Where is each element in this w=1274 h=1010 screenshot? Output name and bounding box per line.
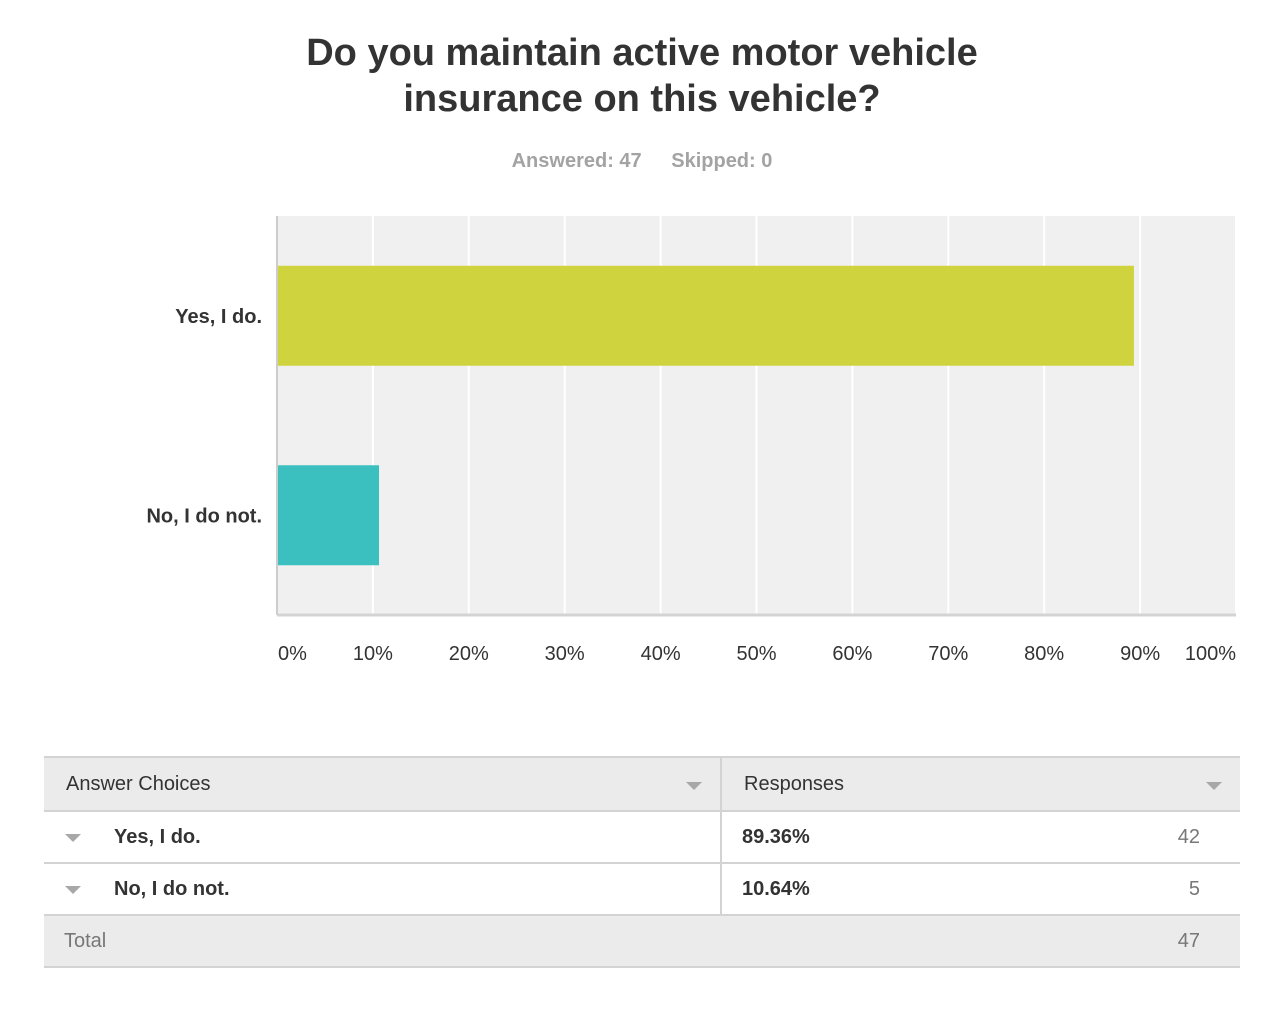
x-tick-label: 80% <box>1024 643 1064 665</box>
skipped-count: Skipped: 0 <box>671 150 773 172</box>
x-tick-label: 50% <box>736 643 776 665</box>
table-total-row: Total 47 <box>44 916 1240 968</box>
category-label: Yes, I do. <box>175 306 262 328</box>
total-label: Total <box>64 929 107 952</box>
responses-header: Responses <box>744 772 845 795</box>
table-header: Answer Choices Responses <box>44 758 1240 812</box>
category-label: No, I do not. <box>146 505 262 527</box>
answer-choices-header: Answer Choices <box>66 772 211 795</box>
total-count: 47 <box>1177 929 1200 952</box>
row-choice: Yes, I do. <box>114 825 201 848</box>
chart-title: Do you maintain active motor vehicle ins… <box>0 30 1274 122</box>
x-tick-label: 40% <box>641 643 681 665</box>
x-tick-label: 100% <box>1185 643 1236 665</box>
bar-1 <box>278 265 1134 366</box>
expand-row-icon[interactable] <box>65 886 81 894</box>
title-line-2: insurance on this vehicle? <box>403 78 881 120</box>
sort-responses-icon[interactable] <box>1206 782 1222 790</box>
sort-answer-choices-icon[interactable] <box>686 782 702 790</box>
responses-table: Answer Choices Responses Yes, I do. 89.3… <box>44 756 1240 968</box>
row-percent: 10.64% <box>742 877 810 900</box>
x-tick-label: 70% <box>928 643 968 665</box>
row-count: 42 <box>1177 825 1200 848</box>
title-line-1: Do you maintain active motor vehicle <box>306 32 978 74</box>
table-row: No, I do not. 10.64% 5 <box>44 864 1240 916</box>
x-tick-label: 20% <box>449 643 489 665</box>
x-tick-label: 90% <box>1120 643 1160 665</box>
row-count: 5 <box>1188 877 1200 900</box>
x-tick-label: 30% <box>545 643 585 665</box>
response-stats: Answered: 47 Skipped: 0 <box>0 150 1274 173</box>
row-percent: 89.36% <box>742 825 810 848</box>
table-row: Yes, I do. 89.36% 42 <box>44 812 1240 864</box>
bar-2 <box>278 465 380 566</box>
row-choice: No, I do not. <box>114 877 230 900</box>
answered-count: Answered: 47 <box>511 150 642 172</box>
x-tick-label: 0% <box>278 643 307 665</box>
bar-chart: Yes, I do. No, I do not. 0% 10% 20% 30% 40% 50%… <box>146 216 1237 665</box>
x-tick-label: 60% <box>832 643 872 665</box>
x-tick-label: 10% <box>353 643 393 665</box>
expand-row-icon[interactable] <box>65 834 81 842</box>
